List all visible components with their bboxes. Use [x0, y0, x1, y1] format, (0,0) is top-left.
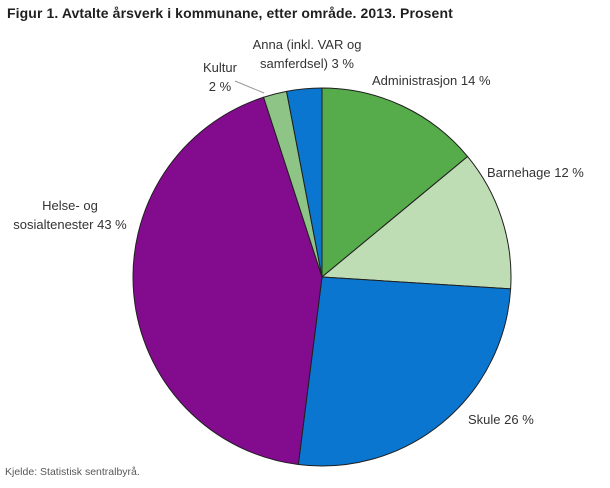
- label-anna-line1: Anna (inkl. VAR og: [252, 37, 362, 52]
- pie-slice-anna-inkl-var-og-samferdsel: [286, 87, 323, 278]
- kultur-leader-line: [234, 80, 265, 94]
- figure-title: Figur 1. Avtalte årsverk i kommunane, et…: [7, 5, 453, 21]
- pie-slice-skule: [297, 276, 512, 467]
- label-kultur-slice: Kultur 2 %: [185, 58, 255, 96]
- label-anna-line2: samferdsel) 3 %: [260, 56, 354, 71]
- label-skule-slice: Skule 26 %: [468, 412, 534, 427]
- pie-slice-administrasjon: [321, 87, 469, 278]
- label-barnehage-slice: Barnehage 12 %: [487, 165, 584, 180]
- label-kultur-line1: Kultur: [203, 60, 237, 75]
- label-helse-line2: sosialtenester 43 %: [13, 217, 127, 232]
- label-helse-line1: Helse- og: [42, 198, 98, 213]
- pie-slices: [132, 87, 512, 467]
- label-helse-slice: Helse- og sosialtenester 43 %: [0, 196, 140, 234]
- label-kultur-line2: 2 %: [208, 79, 232, 94]
- pie-slice-helse-og-sosialtenester: [132, 96, 323, 466]
- label-anna-slice: Anna (inkl. VAR og samferdsel) 3 %: [227, 35, 387, 73]
- pie-slice-barnehage: [321, 156, 512, 290]
- source-note: Kjelde: Statistisk sentralbyrå.: [5, 466, 140, 478]
- label-administrasjon-slice: Administrasjon 14 %: [372, 73, 491, 88]
